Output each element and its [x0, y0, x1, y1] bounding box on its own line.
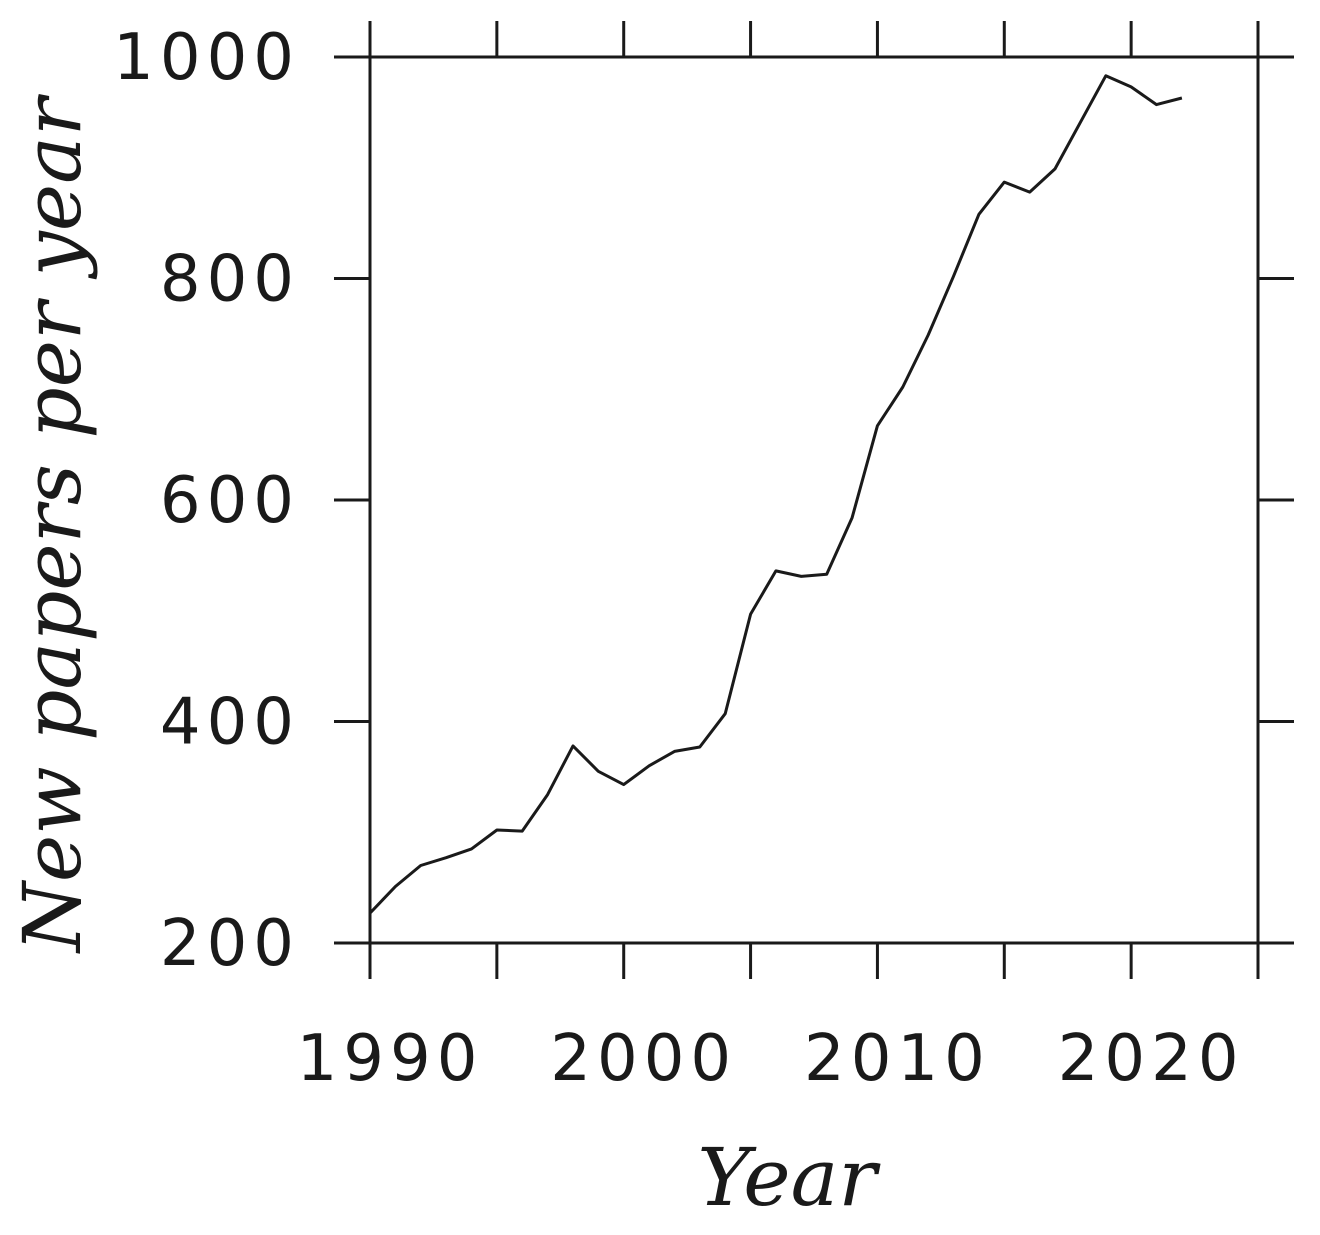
x-axis-title: Year [697, 1131, 881, 1224]
series-line [368, 74, 1183, 915]
x-tick-label: 2020 [1058, 1022, 1245, 1096]
y-tick-label: 600 [160, 464, 300, 538]
y-tick-label: 200 [160, 907, 300, 981]
y-tick-label: 800 [160, 243, 300, 317]
y-tick-label: 1000 [113, 21, 300, 95]
y-axis-title: New papers per year [6, 93, 99, 954]
y-tick-label: 400 [160, 686, 300, 760]
axis-ticks [334, 21, 1294, 979]
x-tick-labels: 1990 2000 2010 2020 [297, 1022, 1245, 1096]
x-tick-label: 1990 [297, 1022, 484, 1096]
plot-frame [368, 55, 1260, 945]
x-tick-label: 2010 [804, 1022, 991, 1096]
x-tick-label: 2000 [550, 1022, 737, 1096]
y-tick-labels: 200 400 600 800 1000 [113, 21, 300, 981]
